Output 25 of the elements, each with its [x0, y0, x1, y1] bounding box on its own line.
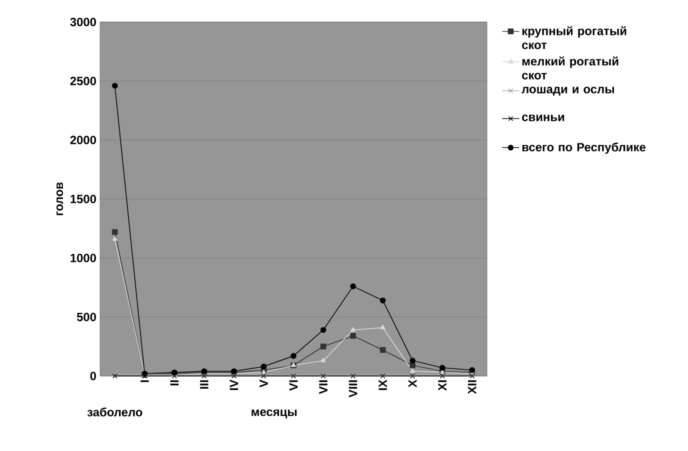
- y-tick-label: 0: [90, 372, 96, 380]
- legend-label: всего по Республике: [522, 142, 646, 154]
- y-tick-label: 2000: [70, 136, 96, 144]
- x-tick-label: I: [140, 380, 149, 382]
- x-tick-label: VI: [289, 380, 298, 391]
- legend-label: свиньи: [522, 114, 564, 122]
- legend-label: лошади и ослы: [522, 86, 614, 96]
- x-tick-label: IX: [378, 380, 387, 390]
- x-tick-label: XII: [468, 380, 476, 394]
- x-tick-label: IV: [230, 380, 238, 390]
- x-tick-label: II: [170, 380, 179, 386]
- y-tick-label: 3000: [70, 18, 96, 26]
- y-tick-label: 1500: [70, 194, 96, 204]
- x-tick-label: III: [200, 380, 208, 389]
- y-tick-label: 1000: [70, 254, 96, 262]
- x-tick-label: XI: [438, 380, 446, 391]
- x-tick-label: VII: [319, 380, 328, 394]
- x-tick-label: VIII: [348, 380, 358, 398]
- x-axis-title: месяцы: [252, 410, 297, 418]
- y-tick-label: 2500: [70, 76, 96, 86]
- y-axis-title: голов: [56, 182, 64, 216]
- y-tick-label: 500: [76, 312, 96, 322]
- text: заболело: [87, 408, 142, 416]
- x-tick-label: V: [260, 380, 268, 388]
- x-tick-label: X: [408, 380, 417, 388]
